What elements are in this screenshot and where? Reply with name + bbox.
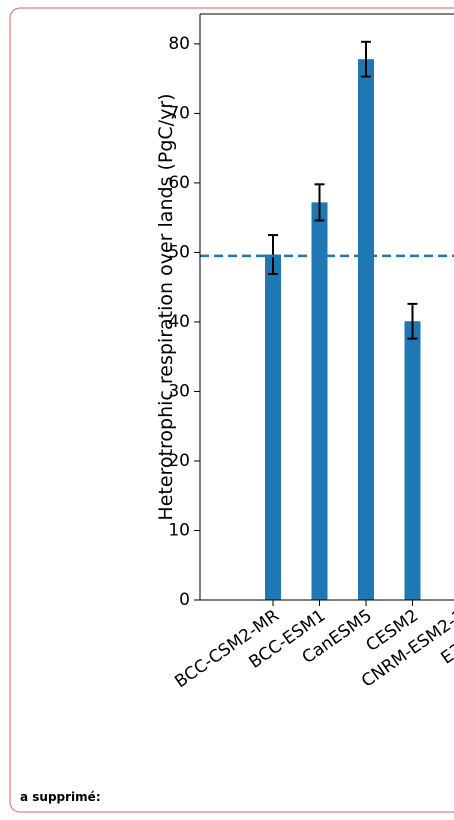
y-tick-label: 40 bbox=[168, 312, 190, 332]
comment-box bbox=[9, 7, 454, 813]
y-tick-label: 70 bbox=[168, 103, 190, 123]
error-bar bbox=[314, 183, 325, 222]
error-bar bbox=[361, 40, 371, 78]
y-tick-label: 20 bbox=[168, 451, 190, 471]
bar bbox=[358, 59, 374, 601]
bar bbox=[311, 202, 328, 601]
y-tick-label: 80 bbox=[168, 34, 190, 54]
y-tick-label: 0 bbox=[179, 590, 190, 610]
y-tick-label: 10 bbox=[168, 520, 190, 540]
error-bar bbox=[407, 302, 418, 340]
deletion-label: a supprimé: bbox=[20, 790, 101, 804]
y-tick-label: 60 bbox=[168, 173, 190, 193]
y-tick-label: 50 bbox=[168, 242, 190, 262]
y-tick-label: 30 bbox=[168, 381, 190, 401]
error-bar bbox=[268, 234, 278, 275]
bar bbox=[265, 254, 281, 600]
bar bbox=[404, 321, 421, 600]
y-axis-label: Heterotrophic respiration over lands (Pg… bbox=[155, 93, 177, 520]
